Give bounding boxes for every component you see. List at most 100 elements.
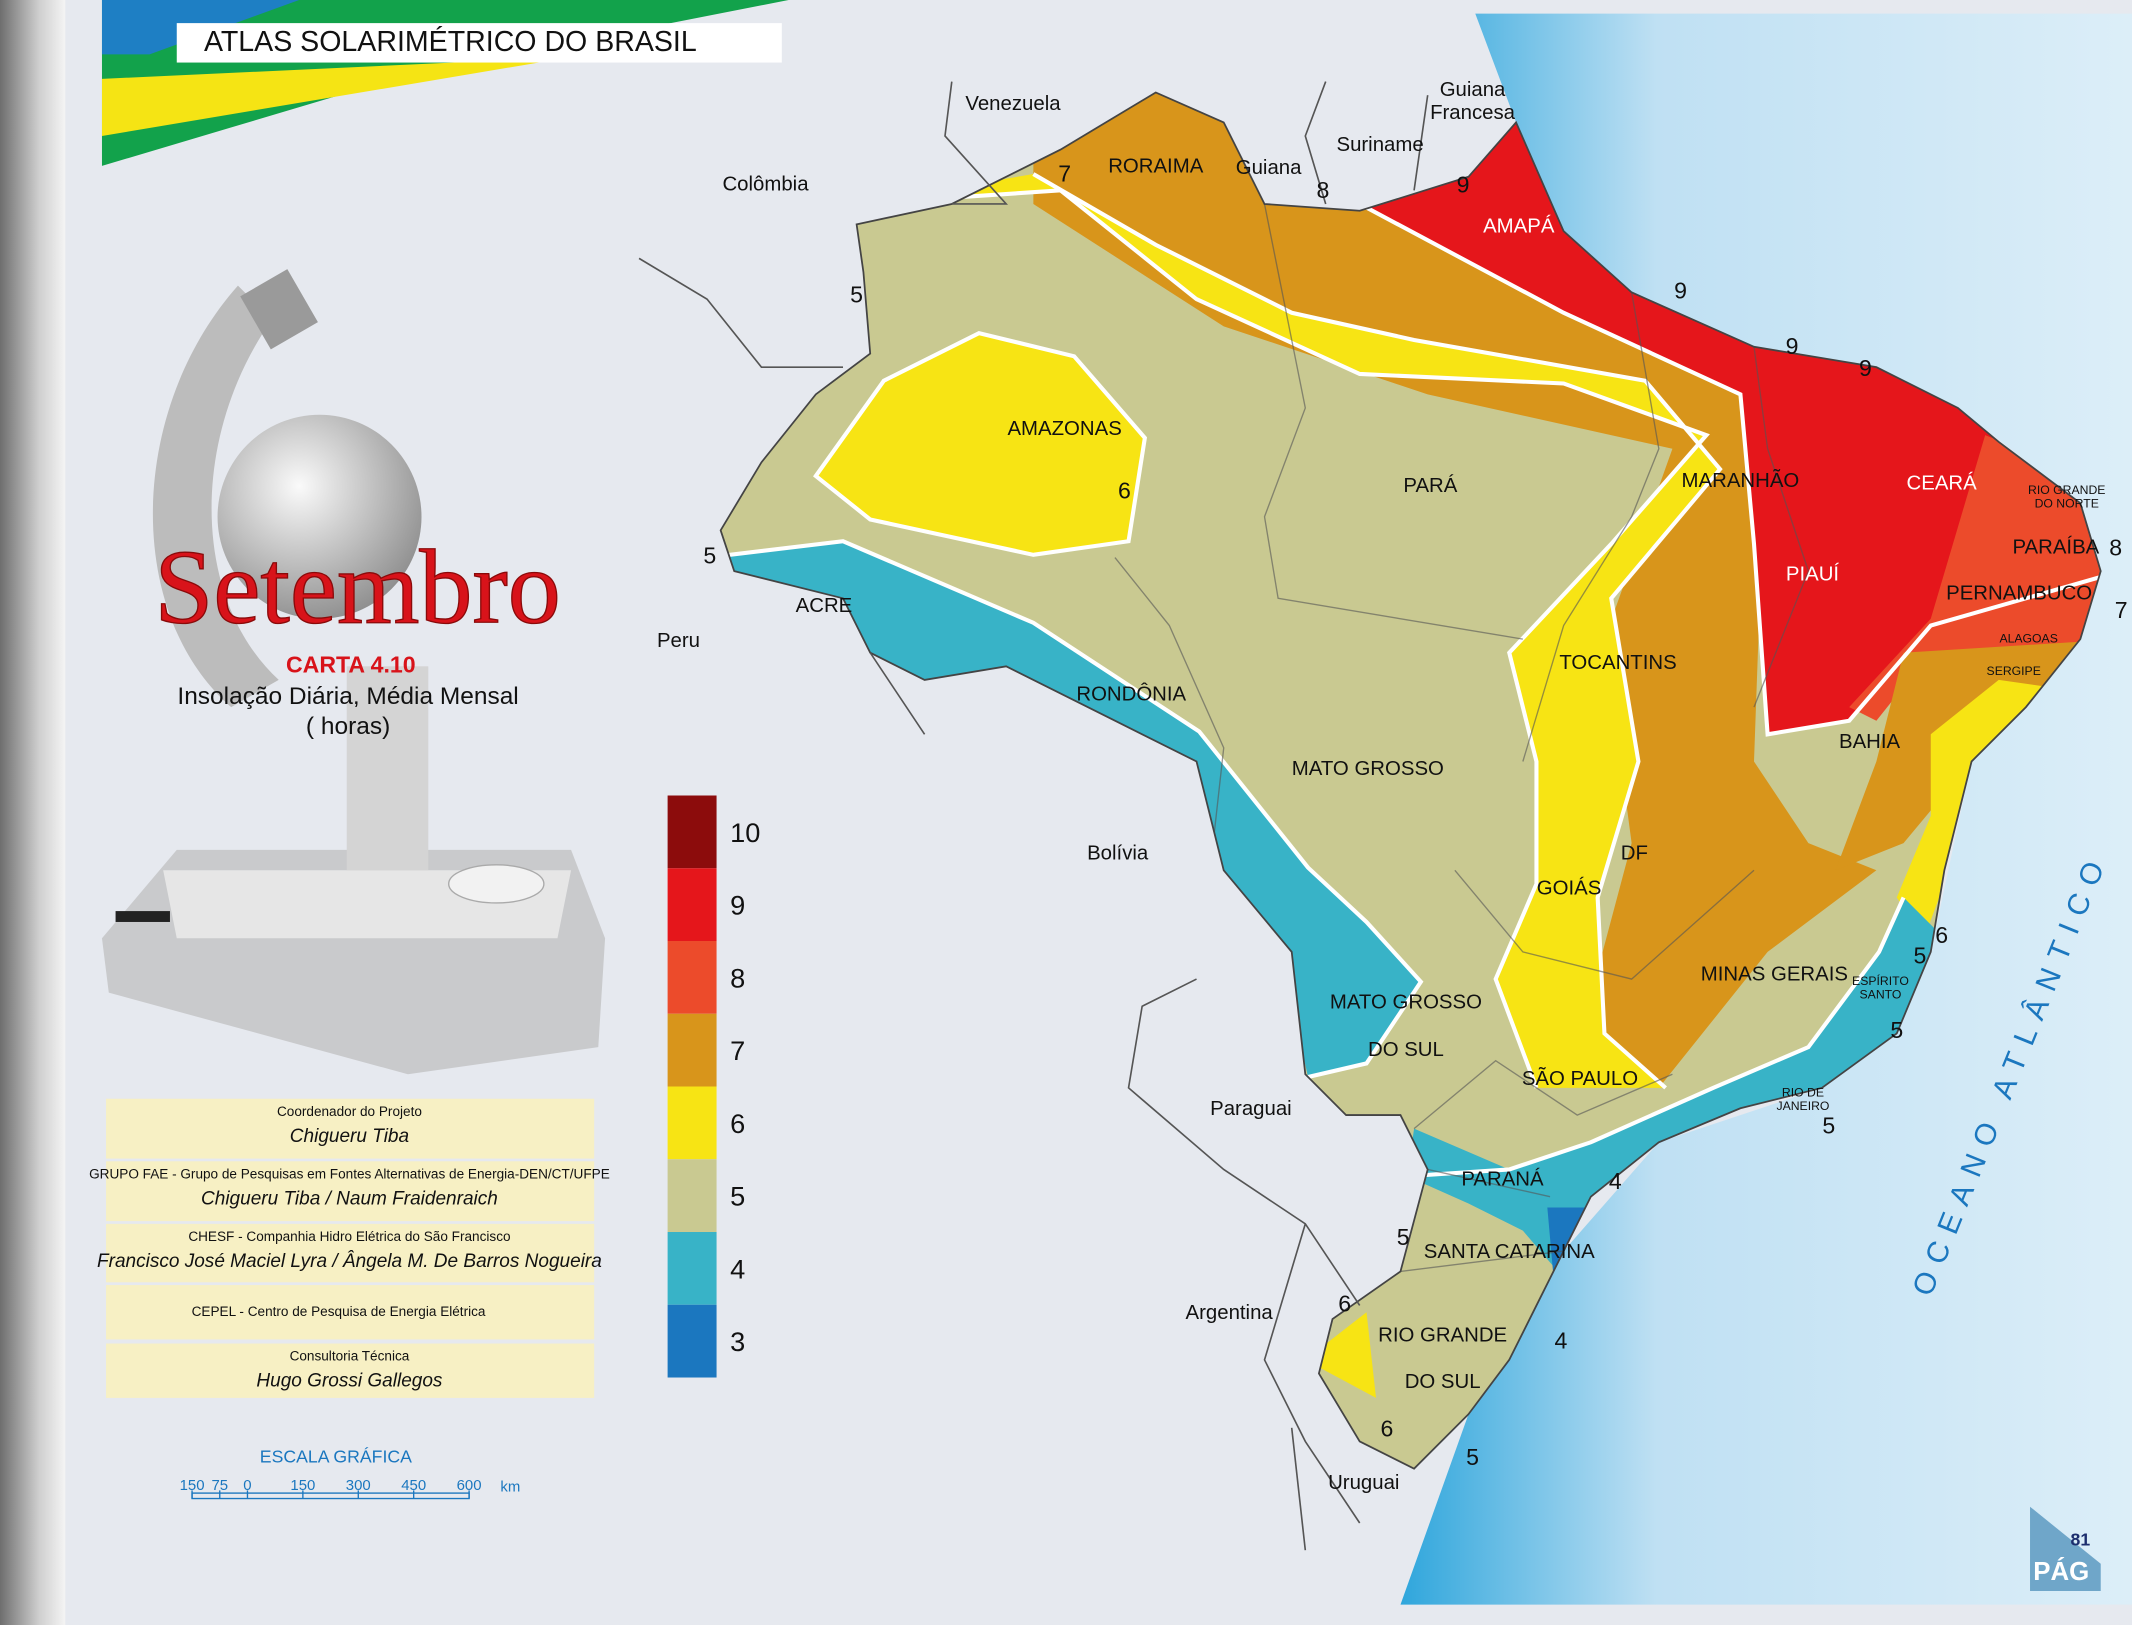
country-label-line: Guiana xyxy=(1440,79,1506,101)
state-label: SÃO PAULO xyxy=(1522,1066,1638,1090)
country-label: Colômbia xyxy=(722,173,809,195)
state-label: PARANÁ xyxy=(1461,1168,1544,1191)
state-label: PIAUÍ xyxy=(1786,563,1840,586)
credit-heading: Coordenador do Projeto xyxy=(277,1104,422,1119)
isoline-label: 9 xyxy=(1457,171,1470,197)
isoline-label: 5 xyxy=(1890,1017,1903,1043)
scale-tick-label: 0 xyxy=(243,1477,251,1494)
legend-swatch xyxy=(667,1304,717,1378)
state-label-line: MATO GROSSO xyxy=(1330,992,1482,1014)
credit-box xyxy=(106,1285,595,1340)
state-label: GOIÁS xyxy=(1537,877,1602,900)
header-title: ATLAS SOLARIMÉTRICO DO BRASIL xyxy=(204,26,697,58)
state-borders xyxy=(1114,203,1810,1273)
credit-names: Chigueru Tiba xyxy=(290,1126,409,1147)
state-label: RORAIMA xyxy=(1108,156,1203,178)
state-label: RIO GRANDE DO NORTE xyxy=(2028,483,2105,511)
page-corner: 81 PÁG xyxy=(2030,1506,2101,1592)
scale-unit: km xyxy=(500,1479,520,1496)
scale-tick-label: 450 xyxy=(401,1477,426,1494)
country-label: Guiana xyxy=(1236,157,1302,179)
state-label: PERNAMBUCO xyxy=(1946,583,2092,605)
credit-names: Francisco José Maciel Lyra / Ângela M. D… xyxy=(97,1251,602,1272)
legend-label: 10 xyxy=(730,817,760,848)
country-label: Bolívia xyxy=(1087,842,1149,864)
page-number: 81 xyxy=(2071,1529,2091,1549)
map-subtitle: Insolação Diária, Média Mensal xyxy=(177,683,518,710)
credit-names: Chigueru Tiba / Naum Fraidenraich xyxy=(201,1188,498,1209)
state-label: RIO GRANDE DO SUL xyxy=(1378,1325,1507,1393)
state-label-line: DO NORTE xyxy=(2035,497,2099,511)
isoline-label: 6 xyxy=(1935,922,1948,948)
state-label: SANTA CATARINA xyxy=(1424,1241,1595,1263)
isoline-label: 9 xyxy=(1674,277,1687,303)
credit-heading: CEPEL - Centro de Pesquisa de Energia El… xyxy=(192,1304,486,1319)
credit-box xyxy=(106,1343,595,1398)
scale-tick-label: 150 xyxy=(290,1477,315,1494)
legend-label: 6 xyxy=(730,1108,745,1139)
isoline-label: 6 xyxy=(1338,1291,1351,1317)
isoline-label: 8 xyxy=(1317,177,1330,203)
isoline-label: 5 xyxy=(1397,1224,1410,1250)
state-label: ACRE xyxy=(796,595,853,617)
scale-tick-label: 150 xyxy=(180,1477,205,1494)
map-reference: CARTA 4.10 xyxy=(286,651,416,677)
legend-swatch xyxy=(667,941,717,1014)
legend-swatch xyxy=(667,795,717,869)
state-label: AMAPÁ xyxy=(1483,214,1555,237)
legend-swatch xyxy=(667,1086,717,1160)
isoline-label: 7 xyxy=(1058,161,1071,187)
isoline-label: 9 xyxy=(1859,355,1872,381)
legend-label: 3 xyxy=(730,1326,745,1357)
state-label-line: RIO DE xyxy=(1782,1086,1824,1100)
legend-label: 5 xyxy=(730,1181,745,1212)
state-label: MATO GROSSO DO SUL xyxy=(1330,992,1482,1062)
credit-box xyxy=(106,1098,595,1159)
country-label: Guiana Francesa xyxy=(1430,79,1516,124)
state-label: TOCANTINS xyxy=(1559,652,1676,674)
state-label-line: SANTO xyxy=(1860,988,1902,1002)
zone-6 xyxy=(856,174,1721,1088)
state-label-line: DO SUL xyxy=(1405,1371,1481,1393)
neighbour-borders xyxy=(638,81,1429,1551)
country-label: Paraguai xyxy=(1210,1098,1292,1120)
state-label: ESPÍRITO SANTO xyxy=(1852,973,1909,1002)
isoline-label: 5 xyxy=(1913,942,1926,968)
credit-box xyxy=(106,1161,595,1222)
state-label-line: RIO GRANDE xyxy=(1378,1325,1507,1347)
country-label: Venezuela xyxy=(965,93,1061,115)
state-label: MARANHÃO xyxy=(1682,468,1800,492)
scale-tick-label: 600 xyxy=(457,1477,482,1494)
legend-label: 4 xyxy=(730,1253,745,1284)
state-label: SERGIPE xyxy=(1987,664,2041,678)
scale-title: ESCALA GRÁFICA xyxy=(260,1446,412,1466)
legend-swatch xyxy=(667,1232,717,1305)
legend-swatch xyxy=(667,868,717,942)
map-unit: ( horas) xyxy=(306,713,390,740)
legend-label: 8 xyxy=(730,962,745,993)
state-label: ALAGOAS xyxy=(1999,631,2057,645)
heliograph-illustration xyxy=(101,269,606,1075)
credit-heading: CHESF - Companhia Hidro Elétrica do São … xyxy=(188,1229,510,1244)
ocean xyxy=(1400,13,2132,1605)
page-gutter xyxy=(0,0,66,1625)
state-label: MINAS GERAIS xyxy=(1701,963,1848,985)
month-title: Setembro xyxy=(154,528,560,646)
isoline-label: 5 xyxy=(703,543,716,569)
legend-label: 9 xyxy=(730,890,745,921)
state-label: PARAÍBA xyxy=(2012,535,2099,558)
zone-9 xyxy=(1359,108,2101,735)
state-label: MATO GROSSO xyxy=(1292,758,1444,780)
state-label: RONDÔNIA xyxy=(1076,682,1186,705)
isoline-label: 5 xyxy=(1466,1444,1479,1470)
isoline-label: 7 xyxy=(2115,597,2128,623)
scale-tick-label: 75 xyxy=(211,1477,228,1494)
credit-box xyxy=(106,1223,595,1283)
country-label: Suriname xyxy=(1336,134,1423,156)
zone-4-coast xyxy=(1407,897,1958,1279)
zone-6-amazonas xyxy=(813,331,1148,557)
country-label-line: Francesa xyxy=(1430,103,1516,125)
legend-swatch xyxy=(667,1013,717,1087)
country-label: Peru xyxy=(657,630,700,652)
